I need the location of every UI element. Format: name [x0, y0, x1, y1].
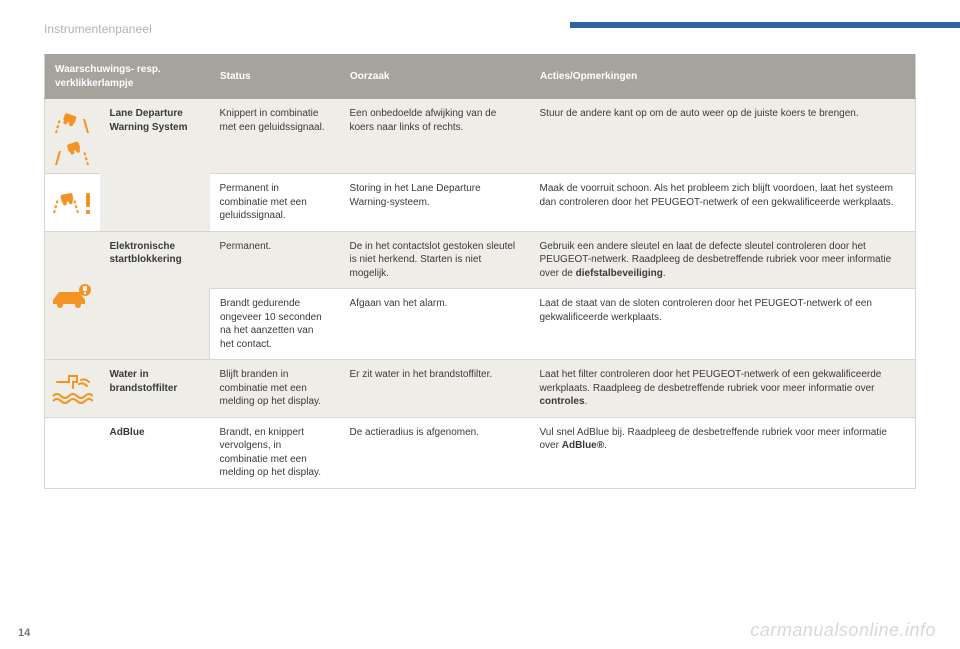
warning-lamp-table: Waarschuwings- resp. verklikkerlampje St…: [44, 54, 916, 489]
cell-actions: Laat het filter controleren door het PEU…: [530, 360, 916, 418]
txt: Laat het filter controleren door het PEU…: [540, 369, 882, 394]
cell-actions: Stuur de andere kant op om de auto weer …: [530, 99, 916, 174]
cell-cause: Er zit water in het brandstoffilter.: [340, 360, 530, 418]
cell-status: Brandt, en knippert vervolgens, in combi…: [210, 417, 340, 488]
adblue-icon: [45, 417, 100, 488]
top-divider: [570, 22, 960, 28]
cell-cause: De actieradius is afgenomen.: [340, 417, 530, 488]
txt-bold: controles: [540, 396, 585, 407]
txt-bold: diefstalbeveiliging: [576, 268, 663, 279]
th-lamp: Waarschuwings- resp. verklikkerlampje: [45, 55, 210, 99]
cell-status: Knippert in combinatie met een geluidssi…: [210, 99, 340, 174]
th-status: Status: [210, 55, 340, 99]
cell-status: Permanent in combinatie met een geluidss…: [210, 174, 340, 232]
cell-actions: Laat de staat van de sloten controleren …: [530, 289, 916, 360]
cell-cause: Een onbedoelde afwijking van de koers na…: [340, 99, 530, 174]
th-cause: Oorzaak: [340, 55, 530, 99]
cell-cause: De in het contactslot gestoken sleutel i…: [340, 231, 530, 289]
txt: .: [585, 396, 588, 407]
water-in-fuel-icon: [45, 360, 100, 418]
cell-cause: Storing in het Lane Departure Warning-sy…: [340, 174, 530, 232]
cell-actions: Gebruik een andere sleutel en laat de de…: [530, 231, 916, 289]
cell-cause: Afgaan van het alarm.: [340, 289, 530, 360]
cell-status: Blijft branden in combinatie met een mel…: [210, 360, 340, 418]
th-actions: Acties/Opmerkingen: [530, 55, 916, 99]
watermark: carmanualsonline.info: [750, 620, 936, 641]
cell-status: Brandt gedurende ongeveer 10 seconden na…: [210, 289, 340, 360]
immobilizer-icon: [45, 231, 100, 360]
page-number: 14: [18, 627, 30, 639]
cell-status: Permanent.: [210, 231, 340, 289]
row-name-immobilizer: Elektronische startblokkering: [100, 231, 210, 360]
row-name-adblue: AdBlue: [100, 417, 210, 488]
txt-bold: AdBlue®: [562, 440, 604, 451]
cell-actions: Maak de voorruit schoon. Als het problee…: [530, 174, 916, 232]
txt: .: [604, 440, 607, 451]
row-name-lane-departure: Lane Departure Warning System: [100, 99, 210, 232]
lane-departure-fault-icon: [45, 174, 100, 232]
lane-departure-icon: [45, 99, 100, 174]
row-name-water-fuel: Water in brandstoffilter: [100, 360, 210, 418]
cell-actions: Vul snel AdBlue bij. Raadpleeg de desbet…: [530, 417, 916, 488]
txt: .: [663, 268, 666, 279]
